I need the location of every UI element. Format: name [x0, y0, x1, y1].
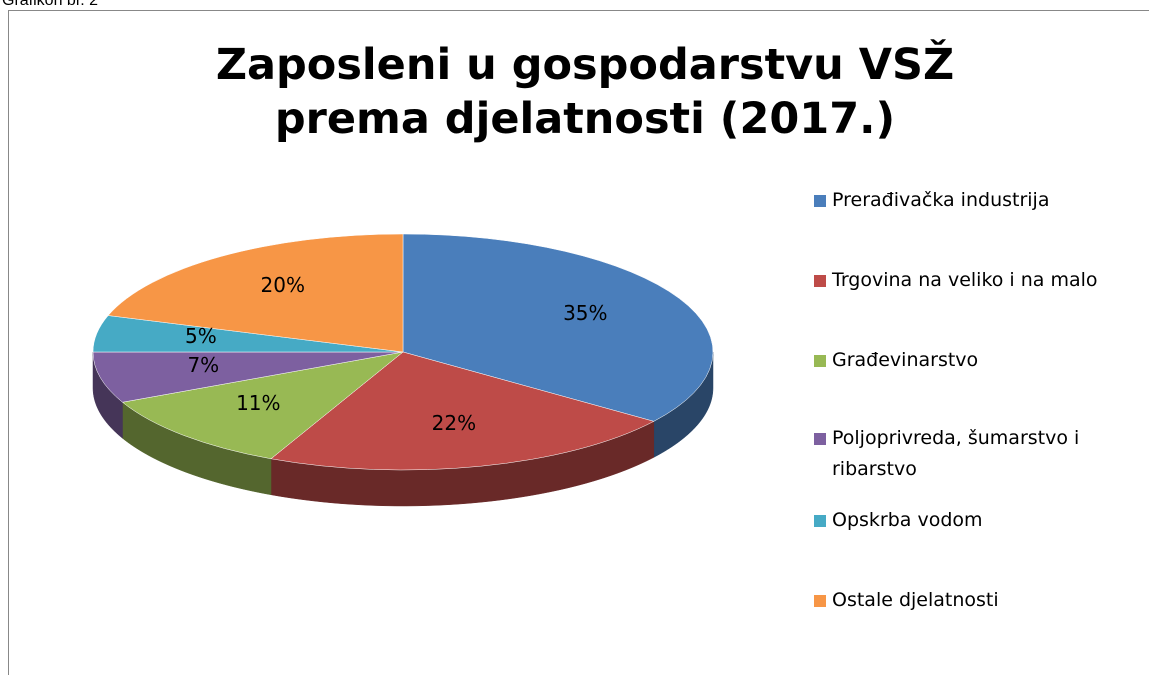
legend-item: Poljoprivreda, šumarstvo i ribarstvo: [814, 423, 1134, 485]
legend-item: Trgovina na veliko i na malo: [814, 265, 1134, 296]
legend-label: Opskrba vodom: [832, 509, 983, 531]
legend-item: Opskrba vodom: [814, 505, 1134, 536]
legend-item: Ostale djelatnosti: [814, 585, 1134, 616]
legend-swatch: [814, 275, 826, 287]
slice: [402, 233, 714, 422]
legend-swatch: [814, 595, 826, 607]
legend-swatch: [814, 433, 826, 445]
data-label: 35%: [563, 300, 608, 325]
legend-label: Građevinarstvo: [832, 349, 979, 371]
legend-swatch: [814, 355, 826, 367]
legend-label: Prerađivačka industrija: [832, 189, 1050, 211]
chart-title: Zaposleni u gospodarstvu VSŽ prema djela…: [215, 40, 955, 144]
caption: Grafikon br. 2: [2, 0, 99, 9]
legend-swatch: [814, 195, 826, 207]
legend-label: Ostale djelatnosti: [832, 589, 999, 611]
data-label: 22%: [431, 411, 477, 436]
legend-label: Trgovina na veliko i na malo: [832, 269, 1098, 291]
slice: [92, 351, 404, 403]
slice: [121, 351, 404, 460]
data-label: 20%: [260, 272, 305, 297]
slice: [107, 233, 404, 353]
data-label: 11%: [236, 391, 281, 416]
legend-item: Građevinarstvo: [814, 345, 1134, 376]
data-label: 7%: [187, 352, 220, 377]
legend-item: Prerađivačka industrija: [814, 185, 1134, 216]
legend-swatch: [814, 515, 826, 527]
legend-label: Poljoprivreda, šumarstvo i ribarstvo: [832, 427, 1080, 480]
data-label: 5%: [185, 323, 217, 348]
pie: [92, 233, 714, 507]
